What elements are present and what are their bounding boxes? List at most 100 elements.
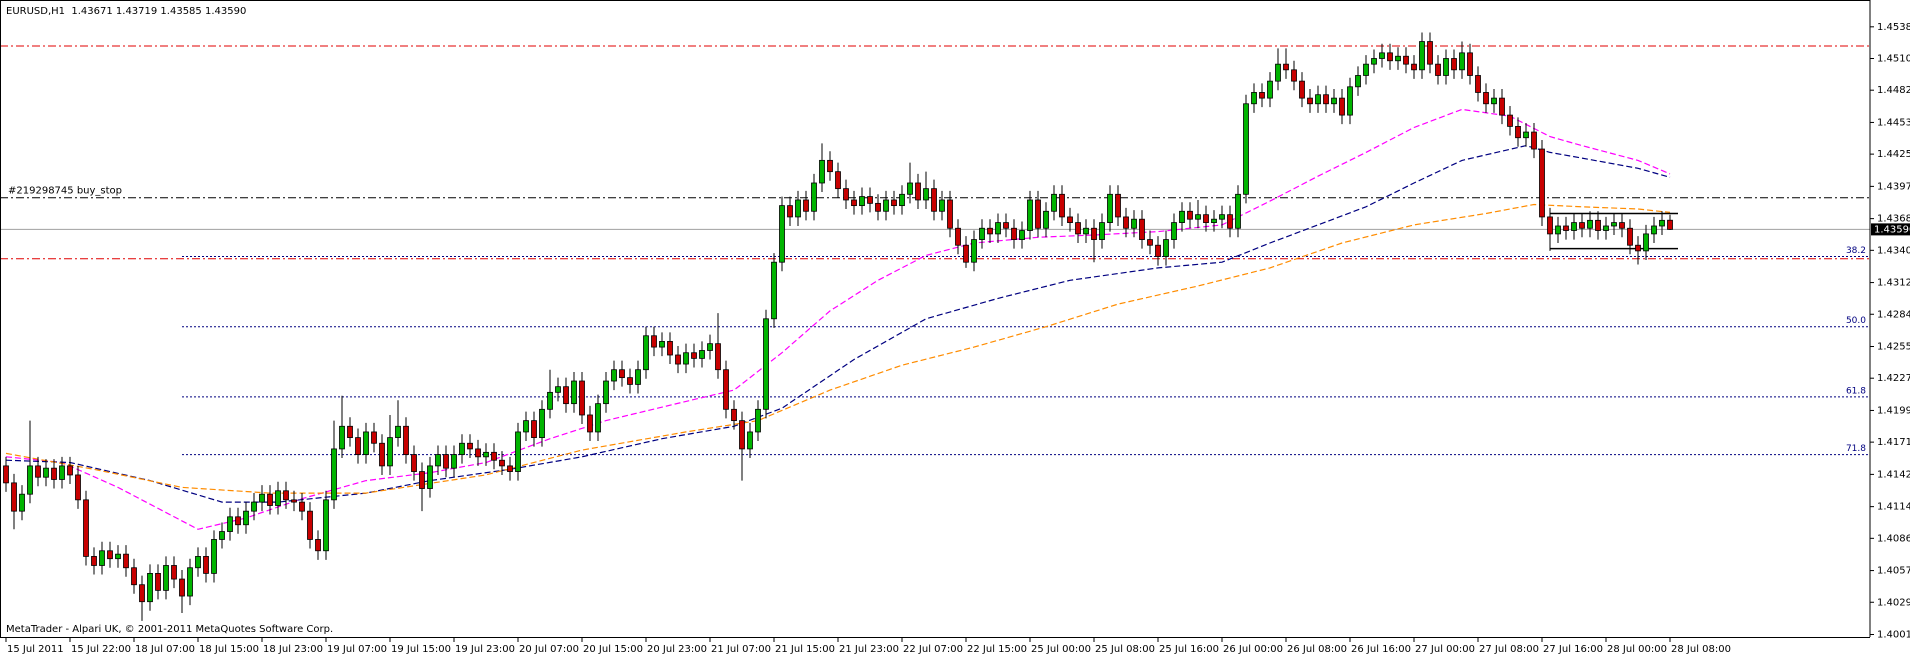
x-tick-label: 20 Jul 23:00 (647, 644, 707, 655)
candle-body (707, 343, 713, 351)
candle-body (851, 199, 857, 207)
candle-body (219, 531, 225, 540)
moving-average (5, 203, 1671, 494)
candle-body (1299, 80, 1305, 99)
candle-body (1643, 233, 1649, 252)
x-tick-label: 22 Jul 15:00 (967, 644, 1027, 655)
candle-body (1499, 97, 1505, 116)
candle-body (395, 425, 401, 439)
candle-body (1075, 222, 1081, 235)
candle-body (571, 380, 577, 405)
candle-body (451, 454, 457, 469)
candle-body (11, 482, 17, 512)
candle-body (1619, 222, 1625, 229)
candle-body (643, 335, 649, 371)
candle-body (675, 354, 681, 365)
moving-average (5, 108, 1671, 530)
x-tick-label: 21 Jul 23:00 (839, 644, 899, 655)
candle-body (779, 205, 785, 263)
x-tick-label: 25 Jul 08:00 (1095, 644, 1155, 655)
x-tick-label: 20 Jul 07:00 (519, 644, 579, 655)
candle-body (651, 335, 657, 348)
x-tick-label: 18 Jul 07:00 (135, 644, 195, 655)
candle-body (3, 465, 9, 484)
candle-body (1347, 86, 1353, 116)
y-tick-label: 1.41710 (1877, 437, 1910, 448)
current-price-box (1871, 223, 1910, 236)
candle-body (699, 350, 705, 359)
candle-body (1475, 75, 1481, 93)
candle-body (731, 408, 737, 422)
candle-body (1067, 216, 1073, 223)
candle-body (1027, 199, 1033, 231)
candle-body (1323, 94, 1329, 105)
x-tick-label: 26 Jul 16:00 (1351, 644, 1411, 655)
candle-body (811, 182, 817, 212)
candle-body (547, 391, 553, 410)
candle-body (1083, 227, 1089, 235)
candle-body (803, 199, 809, 212)
candle-body (859, 196, 865, 207)
candle-body (1531, 131, 1537, 150)
candle-body (739, 420, 745, 450)
candle-body (611, 369, 617, 382)
candle-body (1579, 222, 1585, 229)
candle-body (1363, 63, 1369, 76)
footer-text: MetaTrader - Alpari UK, © 2001-2011 Meta… (6, 624, 333, 635)
candle-body (595, 403, 601, 433)
candle-body (507, 465, 513, 472)
candle-body (1203, 214, 1209, 223)
y-tick-label: 1.42555 (1877, 342, 1910, 353)
candle-body (1571, 222, 1577, 231)
candle-body (1339, 97, 1345, 116)
candle-body (1163, 239, 1169, 257)
x-tick-label: 25 Jul 00:00 (1031, 644, 1091, 655)
candle-body (627, 377, 633, 385)
candle-body (1195, 214, 1201, 220)
candle-body (347, 425, 353, 439)
candle-body (1443, 58, 1449, 76)
y-tick-label: 1.43685 (1877, 214, 1910, 225)
x-tick-label: 18 Jul 15:00 (199, 644, 259, 655)
candle-body (1659, 219, 1665, 227)
candle-body (1059, 193, 1065, 218)
candle-body (971, 239, 977, 263)
candle-body (27, 465, 33, 495)
candle-body (923, 188, 929, 201)
candle-body (899, 193, 905, 207)
order-label: #219298745 buy_stop (8, 186, 122, 197)
candle-body (683, 352, 689, 365)
candle-body (1515, 126, 1521, 139)
candle-body (203, 556, 209, 574)
candle-body (235, 516, 241, 526)
candle-body (123, 553, 129, 569)
candle-body (1403, 55, 1409, 65)
candle-body (1651, 225, 1657, 235)
y-tick-label: 1.45100 (1877, 54, 1910, 65)
candle-body (459, 442, 465, 455)
x-tick-label: 19 Jul 23:00 (455, 644, 515, 655)
candle-body (339, 425, 345, 450)
candle-body (963, 244, 969, 263)
candle-body (1123, 216, 1129, 229)
candle-body (1155, 244, 1161, 257)
candle-body (1219, 214, 1225, 220)
y-tick-label: 1.40010 (1877, 630, 1910, 641)
candle-body (1091, 227, 1097, 240)
candle-body (163, 565, 169, 591)
fib-label: 61.8 (1846, 386, 1866, 396)
candle-body (1371, 58, 1377, 65)
candle-body (1459, 52, 1465, 71)
candle-body (979, 227, 985, 240)
x-tick-label: 18 Jul 23:00 (263, 644, 323, 655)
candle-body (419, 471, 425, 489)
candle-body (1627, 227, 1633, 246)
candle-body (555, 386, 561, 393)
candle-body (987, 227, 993, 235)
candle-body (1635, 244, 1641, 252)
candle-body (659, 341, 665, 348)
candle-body (443, 454, 449, 469)
candle-body (939, 199, 945, 212)
